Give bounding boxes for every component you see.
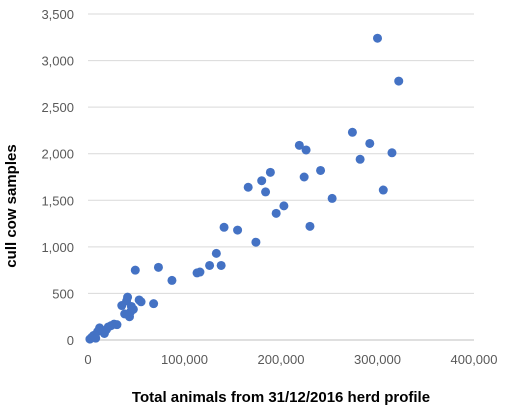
data-point	[316, 165, 326, 175]
data-point	[167, 275, 177, 285]
x-axis-label: Total animals from 31/12/2016 herd profi…	[132, 389, 430, 406]
data-point	[211, 248, 221, 258]
y-tick-label: 1,500	[41, 193, 74, 208]
y-tick-label: 2,000	[41, 147, 74, 162]
data-point	[251, 237, 261, 247]
data-point	[123, 292, 133, 302]
data-point	[327, 193, 337, 203]
data-point	[130, 265, 140, 275]
data-point	[265, 167, 275, 177]
data-point	[378, 185, 388, 195]
data-point	[299, 172, 309, 182]
data-point	[394, 76, 404, 86]
x-tick-label: 400,000	[451, 352, 498, 367]
x-tick-label: 0	[84, 352, 91, 367]
y-axis-tick-labels: 0 500 1,000 1,500 2,000 2,500 3,000 3,500	[41, 7, 74, 348]
x-axis-tick-labels: 0 100,000 200,000 300,000 400,000	[84, 352, 497, 367]
y-tick-label: 2,500	[41, 100, 74, 115]
data-point	[294, 140, 304, 150]
x-tick-label: 300,000	[354, 352, 401, 367]
gridlines	[88, 13, 474, 294]
data-point	[347, 127, 357, 137]
y-tick-label: 3,000	[41, 54, 74, 69]
y-tick-label: 500	[52, 286, 74, 301]
data-point	[153, 262, 163, 272]
data-point	[301, 145, 311, 155]
x-tick-label: 100,000	[161, 352, 208, 367]
data-point	[387, 148, 397, 158]
data-point	[216, 260, 226, 270]
y-axis-label: cull cow samples	[3, 144, 20, 267]
data-points	[85, 33, 404, 344]
data-point	[136, 297, 146, 307]
y-tick-label: 3,500	[41, 7, 74, 22]
data-point	[355, 154, 365, 164]
data-point	[149, 299, 159, 309]
data-point	[279, 201, 289, 211]
y-tick-label: 0	[67, 333, 74, 348]
x-tick-label: 200,000	[258, 352, 305, 367]
data-point	[205, 260, 215, 270]
data-point	[219, 222, 229, 232]
data-point	[271, 208, 281, 218]
data-point	[233, 225, 243, 235]
data-point	[261, 187, 271, 197]
data-point	[365, 138, 375, 148]
data-point	[257, 176, 267, 186]
data-point	[195, 267, 205, 277]
data-point	[128, 304, 138, 314]
data-point	[112, 320, 122, 330]
data-point	[373, 33, 382, 43]
data-point	[305, 221, 315, 231]
y-tick-label: 1,000	[41, 240, 74, 255]
data-point	[243, 182, 253, 192]
